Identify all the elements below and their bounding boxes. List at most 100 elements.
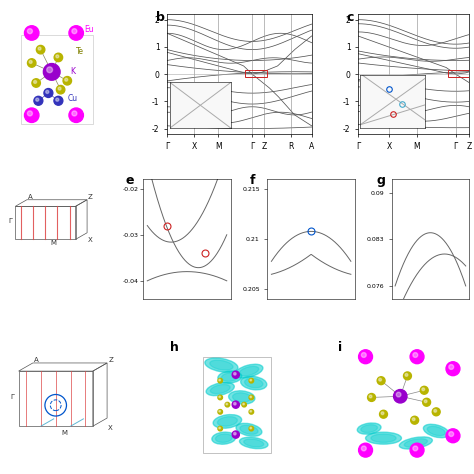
Ellipse shape — [399, 437, 432, 449]
Circle shape — [44, 64, 60, 80]
Circle shape — [410, 416, 419, 424]
Text: Γ: Γ — [9, 218, 12, 224]
Circle shape — [63, 76, 72, 85]
Circle shape — [420, 386, 428, 394]
Circle shape — [446, 362, 460, 376]
Ellipse shape — [365, 432, 401, 444]
Ellipse shape — [210, 360, 233, 370]
Circle shape — [413, 353, 418, 357]
Circle shape — [25, 108, 39, 122]
Circle shape — [234, 402, 236, 405]
Ellipse shape — [212, 432, 236, 444]
Ellipse shape — [427, 426, 445, 436]
Circle shape — [27, 59, 36, 67]
Ellipse shape — [213, 415, 242, 428]
Bar — [203, 357, 271, 453]
Circle shape — [232, 401, 239, 408]
Text: Te: Te — [76, 47, 84, 56]
Circle shape — [449, 432, 454, 437]
Circle shape — [361, 353, 366, 357]
Circle shape — [25, 26, 39, 40]
Text: Γ: Γ — [10, 393, 14, 400]
Circle shape — [54, 96, 63, 105]
Ellipse shape — [235, 364, 263, 378]
Ellipse shape — [221, 373, 238, 382]
Circle shape — [34, 96, 43, 105]
Circle shape — [369, 395, 372, 398]
Circle shape — [225, 402, 230, 407]
Circle shape — [423, 398, 430, 406]
Circle shape — [359, 350, 373, 364]
Circle shape — [219, 427, 220, 429]
Circle shape — [449, 365, 454, 369]
Ellipse shape — [245, 378, 263, 388]
Circle shape — [46, 91, 49, 93]
Circle shape — [232, 431, 239, 438]
Bar — [246, 70, 267, 77]
Circle shape — [27, 28, 32, 34]
Circle shape — [34, 81, 36, 83]
Circle shape — [432, 408, 440, 416]
Text: h: h — [170, 341, 179, 354]
Text: Eu: Eu — [84, 25, 93, 34]
Ellipse shape — [236, 423, 262, 436]
Ellipse shape — [218, 371, 242, 383]
Circle shape — [381, 412, 384, 415]
Circle shape — [413, 446, 418, 451]
Circle shape — [249, 395, 254, 400]
Text: Z: Z — [88, 194, 93, 200]
Circle shape — [249, 378, 254, 383]
Circle shape — [218, 426, 222, 431]
Circle shape — [250, 379, 252, 381]
Circle shape — [47, 67, 53, 73]
Circle shape — [412, 418, 415, 420]
Circle shape — [32, 79, 40, 87]
Circle shape — [242, 402, 246, 407]
Ellipse shape — [239, 437, 268, 449]
Circle shape — [410, 350, 424, 364]
Circle shape — [232, 371, 239, 378]
Circle shape — [434, 410, 437, 412]
Ellipse shape — [239, 366, 259, 376]
Ellipse shape — [404, 439, 428, 447]
Circle shape — [38, 47, 41, 50]
Circle shape — [44, 89, 53, 98]
Circle shape — [29, 61, 32, 64]
Circle shape — [361, 446, 366, 451]
Text: K: K — [71, 67, 76, 76]
Circle shape — [218, 395, 222, 400]
Text: X: X — [108, 425, 113, 431]
Ellipse shape — [218, 417, 237, 426]
Circle shape — [393, 390, 407, 403]
Circle shape — [56, 85, 65, 94]
Circle shape — [219, 379, 220, 381]
Ellipse shape — [371, 434, 396, 442]
Ellipse shape — [357, 423, 381, 434]
Circle shape — [249, 426, 254, 431]
Circle shape — [56, 55, 59, 58]
Circle shape — [380, 410, 387, 418]
Circle shape — [405, 374, 408, 376]
Ellipse shape — [241, 376, 267, 390]
Bar — [20, 35, 93, 124]
Bar — [448, 70, 469, 77]
Ellipse shape — [423, 424, 449, 438]
Circle shape — [219, 396, 220, 398]
Circle shape — [72, 28, 77, 34]
Circle shape — [396, 392, 401, 397]
Circle shape — [72, 111, 77, 116]
Ellipse shape — [210, 384, 230, 394]
Circle shape — [403, 372, 411, 380]
Ellipse shape — [361, 425, 377, 432]
Circle shape — [249, 410, 254, 414]
Text: g: g — [376, 173, 385, 186]
Circle shape — [58, 87, 61, 90]
Circle shape — [250, 396, 252, 398]
Ellipse shape — [206, 383, 234, 396]
Circle shape — [359, 443, 373, 457]
Circle shape — [446, 429, 460, 443]
Ellipse shape — [205, 358, 238, 372]
Circle shape — [377, 377, 385, 384]
Text: Z: Z — [108, 357, 113, 363]
Circle shape — [410, 443, 424, 457]
